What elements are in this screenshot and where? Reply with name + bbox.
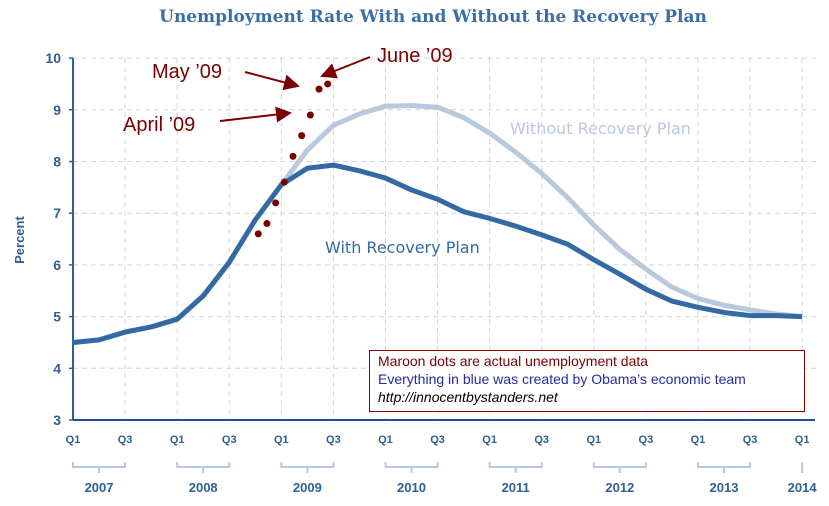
year-bracket	[488, 462, 543, 473]
actual-data-dot	[280, 178, 288, 186]
annotations: May ’09 June ’09 April ’09	[123, 45, 453, 136]
actual-data-dot	[306, 111, 314, 119]
x-year-label: 2013	[710, 480, 739, 495]
note-line-1: Maroon dots are actual unemployment data	[378, 353, 649, 369]
x-quarter-label: Q1	[170, 434, 185, 446]
actual-data-dot	[324, 80, 332, 88]
actual-data-dot	[263, 220, 271, 228]
x-quarter-label: Q1	[795, 434, 810, 446]
actual-data-dot	[298, 132, 306, 140]
y-tick-label: 10	[45, 50, 61, 66]
x-year-label: 2014	[788, 480, 818, 495]
x-quarter-label: Q1	[482, 434, 497, 446]
series-label-with: With Recovery Plan	[325, 238, 480, 257]
x-year-label: 2007	[85, 480, 114, 495]
x-quarter-label: Q1	[691, 434, 706, 446]
note-box: Maroon dots are actual unemployment data…	[369, 350, 805, 412]
y-tick-label: 4	[53, 360, 61, 376]
actual-data-dot	[254, 230, 262, 238]
x-quarter-label: Q3	[326, 434, 341, 446]
series-label-without: Without Recovery Plan	[510, 119, 691, 138]
year-bracket	[592, 462, 647, 473]
chart-title: Unemployment Rate With and Without the R…	[159, 7, 707, 27]
x-quarter-label: Q1	[586, 434, 601, 446]
x-quarter-label: Q3	[639, 434, 654, 446]
series-line-with	[72, 162, 803, 345]
x-quarter-label: Q3	[534, 434, 549, 446]
annotation-may: May ’09	[152, 61, 222, 83]
x-year-label: 2011	[502, 480, 530, 495]
y-tick-label: 6	[53, 257, 61, 273]
y-tick-label: 7	[53, 205, 61, 221]
annotation-june: June ’09	[377, 45, 453, 67]
y-tick-label: 9	[53, 102, 61, 118]
y-tick-label: 3	[53, 412, 61, 428]
year-bracket	[696, 462, 752, 473]
x-quarter-label: Q3	[222, 434, 237, 446]
x-year-label: 2008	[189, 480, 218, 495]
x-quarter-label: Q3	[430, 434, 445, 446]
annotation-april: April ’09	[123, 114, 195, 136]
x-quarter-label: Q3	[743, 434, 758, 446]
x-year-label: 2012	[605, 480, 634, 495]
x-year-label: 2010	[397, 480, 426, 495]
actual-data-dot	[289, 152, 297, 160]
x-quarter-label: Q3	[118, 434, 133, 446]
x-quarter-label: Q1	[378, 434, 393, 446]
x-quarter-label: Q1	[66, 434, 81, 446]
x-quarter-label: Q1	[274, 434, 289, 446]
note-line-3: http://innocentbystanders.net	[378, 389, 558, 405]
note-line-2: Everything in blue was created by Obama’…	[378, 371, 746, 387]
arrow-may	[244, 71, 300, 91]
actual-data-dot	[272, 199, 280, 207]
x-year-label: 2009	[293, 480, 322, 495]
arrow-june	[320, 56, 371, 79]
year-bracket	[72, 462, 127, 473]
year-bracket	[384, 462, 439, 473]
arrow-april	[219, 106, 292, 123]
y-tick-label: 8	[53, 154, 61, 170]
year-bracket	[280, 462, 335, 473]
y-tick-label: 5	[53, 309, 61, 325]
actual-data-dot	[315, 85, 323, 93]
year-bracket	[176, 462, 231, 473]
y-axis-label: Percent	[12, 215, 27, 263]
